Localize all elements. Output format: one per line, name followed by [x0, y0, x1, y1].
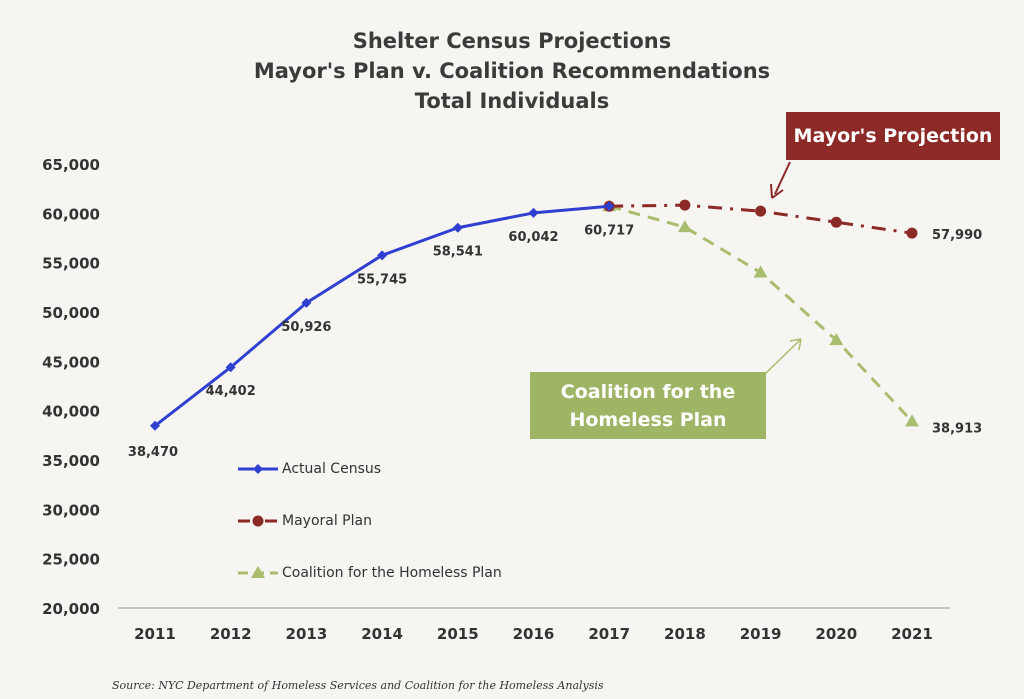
x-tick-label: 2018	[664, 625, 706, 643]
x-tick-label: 2020	[815, 625, 857, 643]
legend-marker-1	[252, 515, 264, 527]
coalition-callout-line-2: Homeless Plan	[569, 409, 727, 431]
x-tick-label: 2011	[134, 625, 176, 643]
data-label: 60,717	[584, 223, 634, 238]
x-tick-label: 2019	[740, 625, 782, 643]
source-note: Source: NYC Department of Homeless Servi…	[112, 679, 604, 692]
data-point	[677, 220, 692, 233]
series-line-1	[609, 203, 913, 235]
data-point	[830, 216, 842, 228]
y-tick-label: 55,000	[42, 255, 100, 273]
data-label: 38,913	[932, 421, 982, 436]
data-point	[225, 362, 236, 373]
y-tick-label: 40,000	[42, 403, 100, 421]
data-label: 38,470	[128, 445, 178, 460]
y-tick-label: 50,000	[42, 304, 100, 322]
legend-mayoral-plan: Mayoral Plan	[282, 513, 372, 529]
chart-title: Shelter Census Projections Mayor's Plan …	[0, 26, 1024, 116]
x-tick-label: 2012	[210, 625, 252, 643]
data-point	[906, 227, 918, 239]
data-point	[753, 265, 768, 278]
title-line-2: Mayor's Plan v. Coalition Recommendation…	[253, 59, 771, 83]
x-tick-label: 2017	[588, 625, 630, 643]
mayor-callout-arrow	[774, 161, 791, 195]
legend-marker-2	[251, 566, 265, 578]
data-point	[452, 222, 463, 233]
coalition-callout-line-1: Coalition for the	[560, 381, 736, 403]
mayor-arrowhead-icon	[770, 183, 784, 199]
data-point	[905, 414, 919, 427]
data-label: 55,745	[357, 272, 407, 287]
legend-coalition-plan: Coalition for the Homeless Plan	[282, 565, 502, 581]
mayor-projection-callout: Mayor's Projection	[786, 112, 1000, 160]
data-label: 57,990	[932, 228, 982, 243]
data-point	[150, 420, 160, 431]
x-tick-label: 2013	[286, 625, 328, 643]
data-point	[755, 205, 767, 217]
x-tick-label: 2014	[361, 625, 403, 643]
coalition-callout-arrow	[765, 339, 801, 374]
data-point	[301, 297, 312, 308]
data-label: 44,402	[206, 384, 256, 399]
y-tick-label: 60,000	[42, 205, 100, 223]
legend-marker-0	[253, 464, 263, 474]
data-label: 60,042	[508, 230, 558, 245]
coalition-arrowhead-icon	[789, 338, 802, 351]
y-tick-label: 30,000	[42, 501, 100, 519]
legend-actual-census: Actual Census	[282, 461, 382, 477]
title-line-3: Total Individuals	[414, 89, 610, 113]
x-tick-label: 2016	[513, 625, 555, 643]
x-tick-label: 2015	[437, 625, 479, 643]
data-point	[604, 201, 615, 212]
data-point	[528, 207, 539, 218]
data-point	[679, 199, 691, 211]
data-point	[377, 250, 388, 261]
y-tick-label: 20,000	[42, 600, 100, 618]
y-tick-label: 45,000	[42, 353, 100, 371]
coalition-plan-callout: Coalition for the Homeless Plan	[530, 372, 766, 439]
y-tick-label: 25,000	[42, 551, 100, 569]
y-tick-label: 35,000	[42, 452, 100, 470]
data-point	[829, 333, 844, 346]
y-tick-label: 65,000	[42, 156, 100, 174]
data-label: 58,541	[433, 245, 483, 260]
title-line-1: Shelter Census Projections	[352, 29, 672, 53]
x-tick-label: 2021	[891, 625, 933, 643]
data-label: 50,926	[281, 320, 331, 335]
